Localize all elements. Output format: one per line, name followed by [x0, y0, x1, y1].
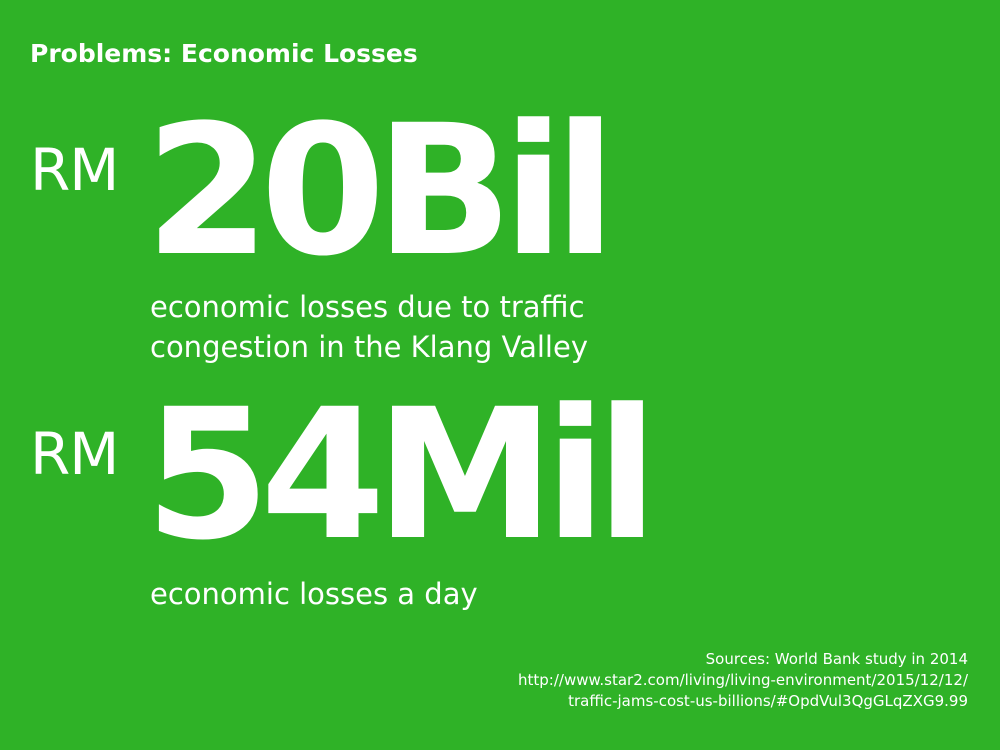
source-url-line-1: http://www.star2.com/living/living-envir…: [518, 671, 968, 689]
stat-1-currency: RM: [30, 136, 119, 204]
stat-1-description: economic losses due to traffic congestio…: [150, 287, 588, 367]
stat-2-value: 54Mil: [145, 371, 658, 580]
stat-1-description-line-2: congestion in the Klang Valley: [150, 330, 588, 364]
stat-2-description-line-1: economic losses a day: [150, 577, 478, 611]
sources-block: Sources: World Bank study in 2014 http:/…: [518, 649, 968, 712]
stat-1-description-line-1: economic losses due to traffic: [150, 290, 585, 324]
stat-2-currency: RM: [30, 420, 119, 488]
sources-label: Sources: World Bank study in 2014: [705, 650, 968, 668]
stat-1-value: 20Bil: [145, 87, 616, 296]
stat-2-description: economic losses a day: [150, 574, 478, 614]
slide-title: Problems: Economic Losses: [30, 39, 418, 68]
source-url-line-2: traffic-jams-cost-us-billions/#OpdVul3Qg…: [568, 692, 968, 710]
